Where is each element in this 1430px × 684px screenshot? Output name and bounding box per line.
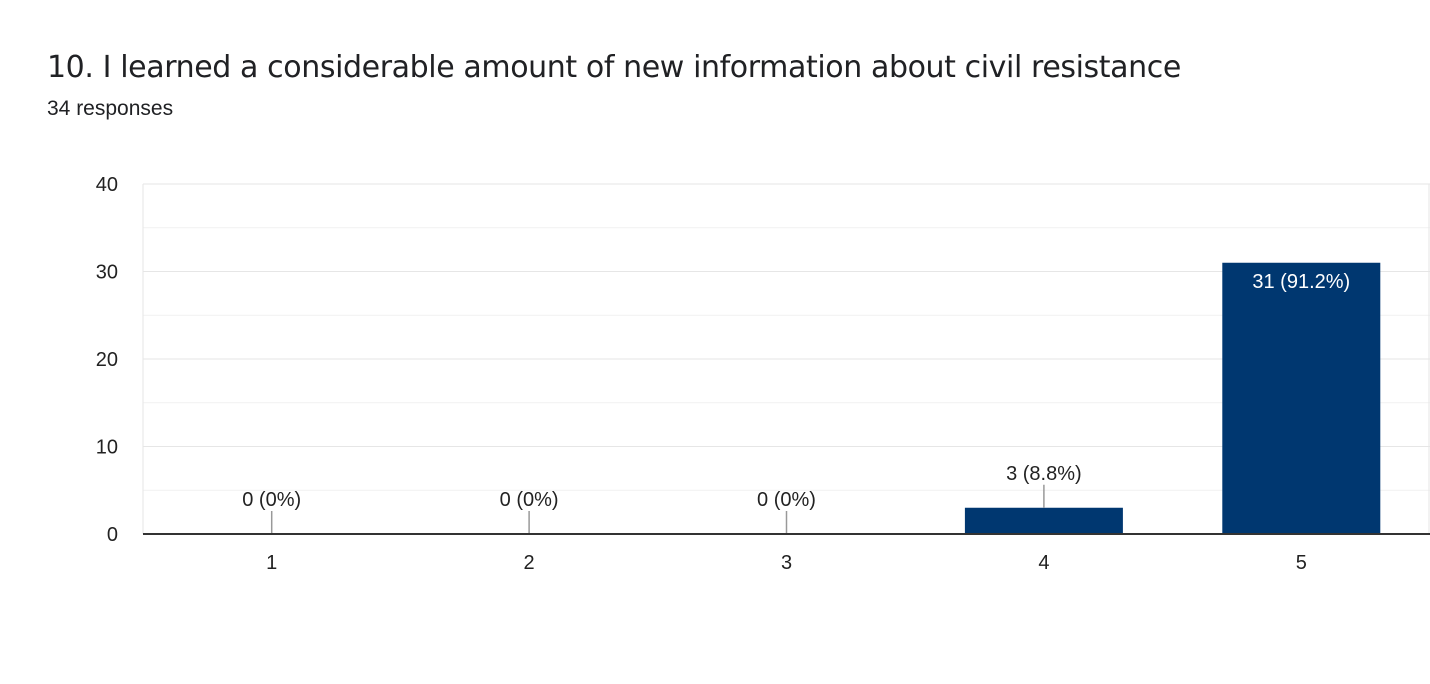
- y-tick-label: 30: [96, 262, 118, 284]
- bar-5: [1222, 262, 1381, 534]
- data-label: 0 (0%): [757, 489, 816, 511]
- x-tick-label: 1: [266, 552, 277, 574]
- x-tick-label: 5: [1296, 552, 1307, 574]
- data-label: 0 (0%): [500, 489, 559, 511]
- response-count: 34 responses: [47, 97, 174, 120]
- bar-4: [964, 507, 1123, 534]
- data-label: 0 (0%): [242, 489, 301, 511]
- x-tick-label: 3: [781, 552, 792, 574]
- y-tick-label: 20: [96, 349, 118, 371]
- y-tick-label: 0: [107, 524, 118, 546]
- x-tick-label: 2: [524, 552, 535, 574]
- data-label: 31 (91.2%): [1252, 271, 1350, 293]
- chart-title: 10. I learned a considerable amount of n…: [47, 50, 1181, 85]
- x-tick-label: 4: [1038, 552, 1049, 574]
- y-tick-label: 10: [96, 437, 118, 459]
- y-tick-label: 40: [96, 174, 118, 196]
- data-label: 3 (8.8%): [1006, 463, 1082, 485]
